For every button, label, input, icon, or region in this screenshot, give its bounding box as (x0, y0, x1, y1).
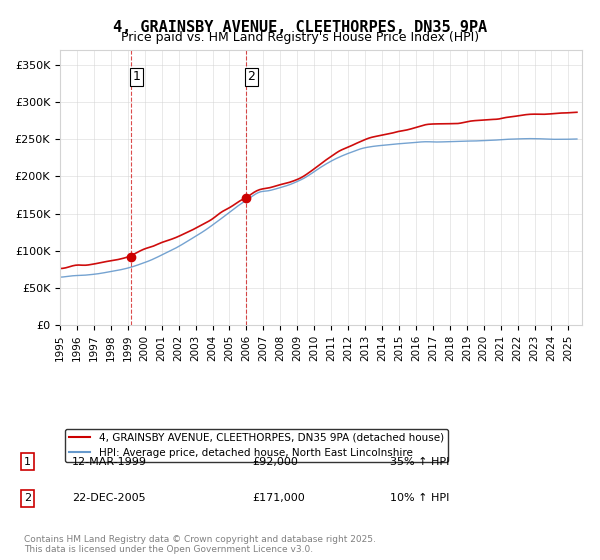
Text: 1: 1 (133, 70, 141, 83)
Legend: 4, GRAINSBY AVENUE, CLEETHORPES, DN35 9PA (detached house), HPI: Average price, : 4, GRAINSBY AVENUE, CLEETHORPES, DN35 9P… (65, 429, 448, 462)
Text: Price paid vs. HM Land Registry's House Price Index (HPI): Price paid vs. HM Land Registry's House … (121, 31, 479, 44)
Text: 22-DEC-2005: 22-DEC-2005 (72, 493, 146, 503)
Text: 4, GRAINSBY AVENUE, CLEETHORPES, DN35 9PA: 4, GRAINSBY AVENUE, CLEETHORPES, DN35 9P… (113, 20, 487, 35)
Text: £92,000: £92,000 (252, 457, 298, 467)
Text: £171,000: £171,000 (252, 493, 305, 503)
Text: 12-MAR-1999: 12-MAR-1999 (72, 457, 147, 467)
Text: Contains HM Land Registry data © Crown copyright and database right 2025.
This d: Contains HM Land Registry data © Crown c… (24, 535, 376, 554)
Text: 2: 2 (24, 493, 31, 503)
Text: 2: 2 (248, 70, 256, 83)
Text: 10% ↑ HPI: 10% ↑ HPI (390, 493, 449, 503)
Text: 1: 1 (24, 457, 31, 467)
Text: 35% ↑ HPI: 35% ↑ HPI (390, 457, 449, 467)
